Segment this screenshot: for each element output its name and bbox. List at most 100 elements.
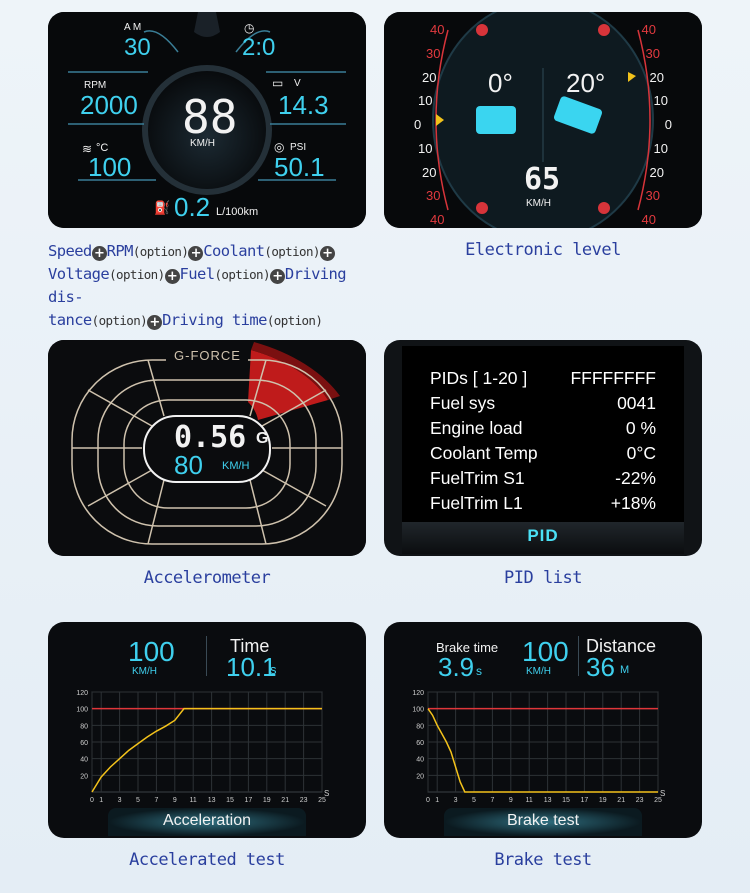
chart-xtick-label: 23 [636,797,644,804]
timer-value: 2:0 [242,34,276,61]
level-speed-value: 65 [524,162,561,197]
caption-accelerated-test: Accelerated test [129,850,285,870]
brake-divider [578,636,579,676]
speed-value: 88 [182,90,238,144]
brake-time-value: 3.9 [438,652,475,682]
gforce-speed-value: 80 [174,450,203,480]
chart-ytick-label: 20 [80,773,88,780]
plus-icon: + [188,246,204,261]
chart-xtick-label: 13 [208,797,216,804]
level-tick-label: 20 [422,69,437,85]
distance-label: Distance [586,636,657,656]
pid-row: FuelTrim L1 +18% [430,493,656,514]
pid-value: +18% [610,493,656,513]
caption-pid-list: PID list [504,568,582,588]
pid-label: Coolant Temp [430,443,538,463]
desc-driving-time: Driving time [162,311,267,329]
level-tick-label: 20 [649,164,664,180]
brake-footer-label: Brake test [506,812,580,829]
desc-speed: Speed [48,242,92,260]
brake-screen: Brake time 3.9 s 100 KM/H Distance 36 M … [384,622,702,838]
chart-xtick-label: 21 [617,797,625,804]
chart-series-line [427,708,658,793]
pid-label: Engine load [430,418,523,438]
chart-ytick-label: 100 [76,707,88,714]
dashboard-screen: A M 30 ◷ 2:0 RPM 2000 ▭ V 14.3 88 KM/H ≋… [48,12,366,228]
chart-ytick-label: 20 [416,773,424,780]
plus-icon: + [319,246,335,261]
pid-row: Engine load 0 % [430,418,656,439]
plus-icon: + [164,269,180,284]
level-tick-label: 0 [414,117,422,132]
desc-option: (option) [264,244,320,259]
desc-driving-distance: Driving dis- [48,265,347,306]
plus-icon: + [91,246,107,261]
desc-option: (option) [266,313,323,328]
desc-option: (option) [109,267,165,282]
acceleration-screen: 100 KM/H Time 10.1 s 20 40 60 80 100 120 0 1 3 5 7… [48,622,366,838]
gear-label: A M [124,22,142,33]
gear-value: 30 [124,34,151,61]
pid-inner [402,346,684,522]
pid-footer-label: PID [527,526,559,545]
chart-xtick-label: 19 [599,797,607,804]
chart-ytick-label: 80 [416,723,424,730]
chart-ytick-label: 100 [412,707,424,714]
accel-speed-unit: KM/H [132,666,157,677]
chart-series-line [91,707,322,793]
chart-xtick-label: 0 [426,797,430,804]
chart-xtick-label: 9 [509,797,513,804]
desc-rpm: RPM [106,242,134,260]
chart-xtick-label: 21 [281,797,289,804]
level-tick-label: 30 [426,188,441,204]
distance-value: 36 [586,652,615,682]
g-value: 0.56 [174,420,247,455]
desc-option: (option) [91,313,148,328]
chart-xtick-label: 25 [654,797,662,804]
chart-xlabel: S [324,789,329,798]
chart-xtick-label: 5 [472,797,476,804]
desc-fuel: Fuel [179,265,216,283]
gforce-speed-unit: KM/H [222,460,250,472]
level-tick-label: 10 [653,140,668,156]
fuel-icon: ⛽ [154,200,171,215]
level-tick-label: 10 [653,93,668,109]
level-tick-label: 0 [664,117,672,132]
level-tick-label: 30 [645,45,660,61]
accel-footer-label: Acceleration [162,812,252,829]
coolant-value: 100 [88,152,132,182]
level-tick-label: 20 [649,69,664,85]
distance-unit: M [620,664,630,676]
fuel-unit: L/100km [216,206,259,218]
time-label: Time [230,636,270,656]
pid-value: FFFFFFFF [570,368,656,388]
level-tick-label: 40 [641,22,656,37]
chart-xtick-label: 9 [173,797,177,804]
level-tick-label: 40 [641,212,656,227]
rpm-label: RPM [84,80,107,91]
pid-value: 0 % [625,418,656,438]
battery-icon: ▭ [272,76,284,90]
roll-value: 0° [488,68,513,98]
desc-driving-distance-cont: tance [48,311,92,329]
brake-speed-value: 100 [522,636,569,667]
pid-value: -22% [615,468,656,488]
chart-xtick-label: 19 [263,797,271,804]
level-speed-unit: KM/H [526,198,551,209]
brake-time-label: Brake time [436,640,499,655]
chart-xtick-label: 3 [454,797,458,804]
level-tick-label: 40 [430,212,445,227]
chart-xtick-label: 25 [318,797,326,804]
chart-xtick-label: 15 [562,797,570,804]
chart-xtick-label: 1 [435,797,439,804]
coolant-icon: ≋ [82,142,93,156]
brake-time-unit: s [476,664,482,678]
brake-footer-bar [444,808,642,836]
desc-option: (option) [132,244,189,259]
level-tick-label: 10 [418,93,433,109]
turbo-icon: ◎ [274,140,285,154]
chart-xtick-label: 0 [90,797,94,804]
pitch-value: 20° [566,68,606,98]
chart-ytick-label: 120 [76,690,88,697]
